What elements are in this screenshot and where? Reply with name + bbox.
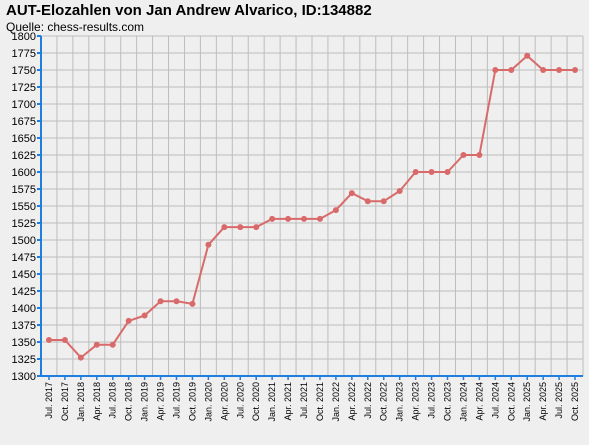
y-tick-label: 1575 — [12, 184, 36, 196]
x-tick-label: Jan. 2023 — [395, 382, 405, 422]
data-point — [109, 341, 116, 348]
y-tick-label: 1400 — [12, 303, 36, 315]
data-point — [285, 215, 292, 222]
x-tick-label: Apr. 2023 — [411, 382, 421, 421]
y-tick-label: 1500 — [12, 235, 36, 247]
x-tick-label: Jul. 2025 — [554, 382, 564, 419]
data-point — [93, 341, 100, 348]
x-tick-label: Apr. 2025 — [538, 382, 548, 421]
data-point — [45, 336, 52, 343]
chart-subtitle: Quelle: chess-results.com — [6, 20, 145, 34]
data-point — [221, 224, 228, 231]
x-tick-label: Apr. 2020 — [219, 382, 229, 421]
x-tick-label: Oct. 2024 — [506, 382, 516, 421]
y-tick-label: 1300 — [12, 371, 36, 383]
x-tick-label: Jul. 2020 — [235, 382, 245, 419]
y-tick-label: 1450 — [12, 269, 36, 281]
data-point — [157, 298, 164, 305]
data-point — [540, 67, 547, 73]
y-tick-label: 1700 — [12, 99, 36, 111]
y-tick-label: 1475 — [12, 252, 36, 264]
chart-title: AUT-Elozahlen von Jan Andrew Alvarico, I… — [6, 2, 372, 19]
data-point — [508, 67, 515, 73]
data-point — [189, 300, 196, 307]
x-tick-label: Apr. 2022 — [347, 382, 357, 421]
data-point — [237, 224, 244, 231]
x-tick-label: Jan. 2020 — [203, 382, 213, 422]
x-tick-label: Oct. 2020 — [251, 382, 261, 421]
data-point — [253, 224, 260, 231]
data-point — [61, 336, 68, 343]
y-tick-label: 1675 — [12, 116, 36, 128]
data-point — [460, 152, 467, 158]
data-point — [348, 190, 355, 197]
y-tick-label: 1750 — [12, 65, 36, 77]
y-tick-label: 1325 — [12, 354, 36, 366]
data-point — [125, 317, 132, 324]
x-tick-label: Jul. 2023 — [427, 382, 437, 419]
data-point — [269, 215, 276, 222]
x-tick-label: Apr. 2024 — [474, 382, 484, 421]
x-tick-label: Oct. 2017 — [60, 382, 70, 421]
x-tick-label: Jan. 2019 — [140, 382, 150, 422]
data-point — [332, 207, 339, 214]
data-point — [77, 354, 84, 361]
data-point — [412, 169, 419, 175]
x-tick-label: Jul. 2018 — [108, 382, 118, 419]
x-tick-label: Apr. 2019 — [156, 382, 166, 421]
x-tick-label: Apr. 2021 — [283, 382, 293, 421]
data-point — [301, 215, 308, 222]
y-tick-label: 1625 — [12, 150, 36, 162]
data-point — [444, 169, 451, 175]
y-tick-label: 1725 — [12, 82, 36, 94]
data-point — [428, 169, 435, 175]
y-tick-label: 1425 — [12, 286, 36, 298]
x-tick-label: Apr. 2018 — [92, 382, 102, 421]
x-tick-label: Jan. 2021 — [267, 382, 277, 422]
data-point — [205, 241, 212, 248]
x-tick-label: Oct. 2025 — [570, 382, 580, 421]
y-tick-label: 1775 — [12, 48, 36, 60]
y-tick-label: 1800 — [12, 31, 36, 43]
data-point — [524, 52, 531, 59]
x-tick-label: Jul. 2019 — [172, 382, 182, 419]
y-tick-label: 1550 — [12, 201, 36, 213]
x-tick-label: Jul. 2017 — [44, 382, 54, 419]
data-point — [173, 298, 180, 305]
x-tick-label: Jan. 2025 — [522, 382, 532, 422]
x-tick-label: Jul. 2021 — [299, 382, 309, 419]
x-tick-label: Oct. 2022 — [379, 382, 389, 421]
data-point — [316, 215, 323, 222]
x-tick-label: Oct. 2019 — [187, 382, 197, 421]
y-tick-label: 1350 — [12, 337, 36, 349]
data-point — [476, 152, 483, 158]
data-point — [364, 198, 371, 205]
y-tick-label: 1375 — [12, 320, 36, 332]
y-tick-label: 1525 — [12, 218, 36, 230]
x-tick-label: Jul. 2024 — [490, 382, 500, 419]
x-tick-label: Oct. 2023 — [443, 382, 453, 421]
data-point — [492, 67, 499, 73]
data-point — [572, 67, 579, 73]
x-tick-label: Oct. 2021 — [315, 382, 325, 421]
data-point — [396, 188, 403, 195]
series-line — [49, 54, 575, 359]
x-tick-label: Jul. 2022 — [363, 382, 373, 419]
y-tick-label: 1600 — [12, 167, 36, 179]
x-tick-label: Jan. 2018 — [76, 382, 86, 422]
data-point — [141, 312, 148, 319]
data-point — [556, 67, 563, 73]
x-tick-label: Jan. 2022 — [331, 382, 341, 422]
data-point — [380, 198, 387, 205]
x-tick-label: Oct. 2018 — [124, 382, 134, 421]
y-tick-label: 1650 — [12, 133, 36, 145]
x-tick-label: Jan. 2024 — [458, 382, 468, 422]
